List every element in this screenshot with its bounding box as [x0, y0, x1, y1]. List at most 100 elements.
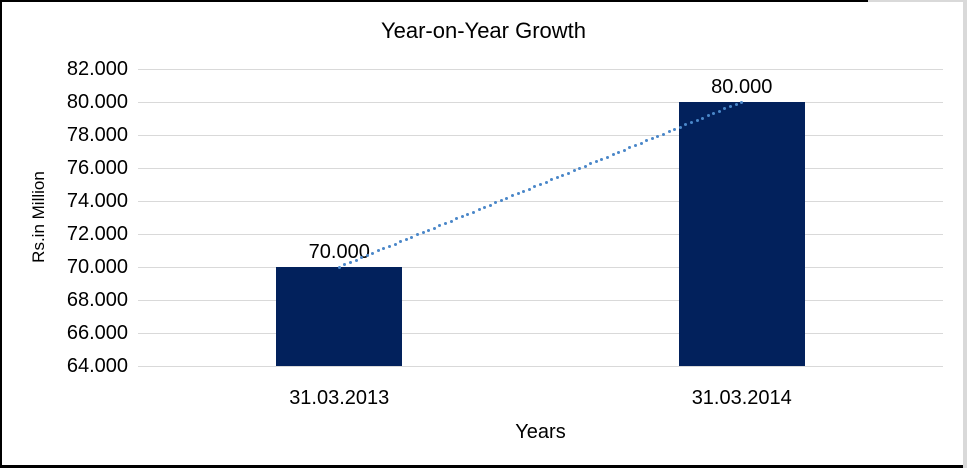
- trendline-dot: [516, 192, 520, 196]
- trendline-dot: [354, 258, 358, 262]
- trendline-dot: [622, 148, 626, 152]
- trendline-dot: [494, 201, 498, 205]
- bar-value-label: 70.000: [308, 241, 370, 263]
- trendline-dot: [594, 160, 598, 164]
- y-axis-tick-label: 80.000: [66, 91, 128, 113]
- trendline-dot: [522, 189, 526, 193]
- trendline-dot: [701, 116, 705, 120]
- y-axis-tick-label: 64.000: [66, 355, 128, 377]
- gridline: [138, 102, 943, 103]
- trendline-dot: [712, 111, 716, 115]
- gridline: [138, 267, 943, 268]
- y-axis-tick-label: 76.000: [66, 157, 128, 179]
- trendline-dot: [499, 199, 503, 203]
- trendline-dot: [695, 118, 699, 122]
- trendline-dot: [432, 226, 436, 230]
- bar: [678, 102, 805, 366]
- trendline-dot: [600, 157, 604, 161]
- trendline-dot: [360, 256, 364, 260]
- trendline-dot: [684, 123, 688, 127]
- trendline-dot: [421, 231, 425, 235]
- trendline-dot: [583, 164, 587, 168]
- y-axis-tick-label: 66.000: [66, 322, 128, 344]
- y-axis-tick-label: 72.000: [66, 223, 128, 245]
- trendline-dot: [706, 114, 710, 118]
- trendline-dot: [723, 107, 727, 111]
- trendline-dot: [382, 247, 386, 251]
- x-axis-title: Years: [515, 421, 566, 443]
- trendline-dot: [667, 130, 671, 134]
- gridline: [138, 300, 943, 301]
- y-axis-tick-label: 68.000: [66, 289, 128, 311]
- frame-border-right: [963, 0, 967, 468]
- trendline-dot: [416, 233, 419, 237]
- trendline-dot: [533, 185, 537, 189]
- frame-border-left: [0, 0, 2, 468]
- trendline-dot: [729, 105, 733, 109]
- frame-border-bottom: [0, 465, 967, 468]
- trendline-dot: [483, 205, 487, 209]
- trendline-dot: [661, 132, 665, 136]
- y-axis-tick-label: 74.000: [66, 190, 128, 212]
- trendline-dot: [740, 100, 744, 104]
- y-axis-tick-label: 82.000: [66, 58, 128, 80]
- trendline-dot: [678, 125, 682, 129]
- trendline-dot: [449, 219, 453, 223]
- trendline-dot: [550, 178, 554, 182]
- trendline-dot: [650, 137, 654, 141]
- trendline-dot: [555, 176, 559, 180]
- chart-title: Year-on-Year Growth: [380, 18, 587, 43]
- frame-border-top-right: [868, 0, 967, 2]
- trendline-dot: [477, 208, 481, 212]
- y-axis-tick-label: 70.000: [66, 256, 128, 278]
- gridline: [138, 366, 943, 367]
- trendline-dot: [348, 260, 352, 264]
- trendline-dot: [376, 249, 380, 253]
- trendline-dot: [572, 169, 576, 173]
- x-axis-tick-label: 31.03.2013: [289, 387, 390, 409]
- trendline-dot: [578, 166, 582, 170]
- gridline: [138, 234, 943, 235]
- trendline-dot: [617, 150, 621, 154]
- trendline-dot: [343, 263, 347, 267]
- trendline-dot: [606, 155, 610, 159]
- trendline-dot: [471, 210, 475, 214]
- trendline-dot: [410, 235, 414, 239]
- gridline: [138, 135, 943, 136]
- trendline-dot: [639, 141, 643, 145]
- trendline-dot: [438, 224, 442, 228]
- trendline-dot: [689, 121, 693, 125]
- trendline-dot: [466, 212, 470, 216]
- trendline-dot: [611, 153, 615, 157]
- gridline: [138, 333, 943, 334]
- gridline: [138, 69, 943, 70]
- trendline-dot: [505, 196, 509, 200]
- frame-border-top: [0, 0, 868, 2]
- trendline-dot: [527, 187, 531, 191]
- bar: [276, 267, 403, 366]
- trendline-dot: [393, 242, 397, 246]
- trendline-dot: [404, 238, 408, 241]
- gridline: [138, 201, 943, 202]
- trendline-dot: [539, 183, 542, 186]
- trendline-dot: [455, 217, 459, 221]
- trendline-dot: [656, 134, 660, 138]
- trendline-dot: [566, 171, 570, 175]
- gridline: [138, 168, 943, 169]
- trendline-dot: [488, 203, 492, 207]
- trendline-dot: [337, 265, 341, 269]
- trendline-dot: [717, 109, 721, 113]
- trendline-dot: [734, 102, 738, 106]
- y-axis-tick-label: 78.000: [66, 124, 128, 146]
- trendline-dot: [511, 194, 515, 198]
- trendline-dot: [399, 240, 403, 244]
- trendline-dot: [634, 144, 638, 148]
- trendline-dot: [371, 251, 375, 255]
- trendline-dot: [460, 215, 464, 219]
- trendline-dot: [673, 128, 677, 131]
- trendline-dot: [443, 221, 447, 225]
- trendline-dot: [388, 244, 392, 248]
- trendline-dot: [628, 146, 632, 150]
- trendline-dot: [645, 139, 649, 143]
- trendline-dot: [365, 254, 369, 258]
